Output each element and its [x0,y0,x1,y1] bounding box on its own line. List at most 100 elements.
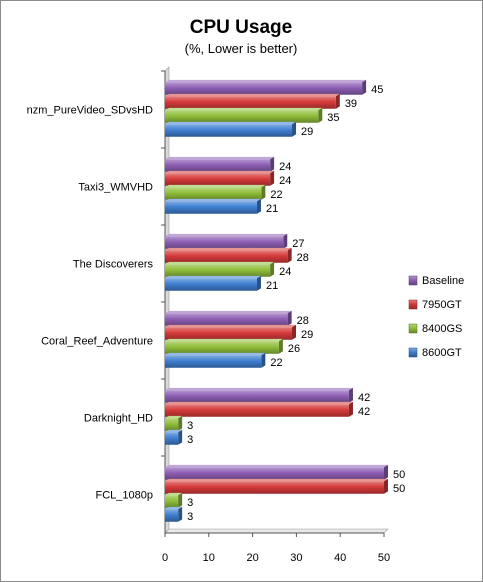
bar-end [287,247,292,263]
bar-top [165,79,367,83]
bar-top [165,184,266,188]
bar-value-label: 35 [327,112,339,124]
bar [165,509,179,522]
bar-end [292,121,297,137]
bar-top [165,121,297,125]
bar [165,110,319,123]
bar-end [362,79,367,95]
bar-end [261,184,266,200]
x-tick-label: 0 [162,552,168,564]
bar-value-label: 27 [292,238,304,250]
bar-top [165,387,353,391]
bar-value-label: 3 [187,511,193,523]
bar-top [165,198,261,202]
legend-swatch [408,299,418,310]
bar-value-label: 42 [358,392,370,404]
legend-label: 7950GT [422,299,462,311]
bar-end [270,261,275,277]
bar-end [256,275,261,291]
bar-top [165,107,323,111]
bar-value-label: 24 [279,161,291,173]
bar-top [165,464,388,468]
bar-end [270,170,275,186]
chart-title: CPU Usage [190,17,292,38]
bar-end [278,338,283,354]
axis-wall [164,66,170,534]
bar-top [165,492,183,496]
bar-value-label: 3 [187,434,193,446]
bar-value-label: 22 [270,357,282,369]
bar [165,201,257,214]
bar [165,82,363,95]
bar-value-label: 42 [358,406,370,418]
category-label: Coral_Reef_Adventure [41,336,153,348]
bar-value-label: 26 [288,343,300,355]
bar-top [165,275,261,279]
legend: Baseline 7950GT 8400GS 8600GT [408,275,464,359]
bar-end [283,233,288,249]
bar [165,481,384,494]
bar [165,341,279,354]
bar-end [178,415,183,431]
x-tick-label: 40 [334,552,346,564]
legend-swatch [408,347,418,358]
bar-value-label: 22 [270,189,282,201]
legend-swatch [408,275,418,286]
category-label: The Discoverers [73,259,154,271]
bar [165,159,271,172]
bar-top [165,415,183,419]
x-tick-label: 30 [290,552,302,564]
axis-floor [164,528,389,534]
bar-top [165,170,275,174]
bar-value-label: 3 [187,497,193,509]
bar-top [165,338,283,342]
bar-end [335,93,340,109]
plot-area: 0 10 20 30 40 50 nzm_PureVideo_SDvsHD 45 39 35 29 T… [27,66,405,564]
bar [165,355,262,368]
bar-end [256,198,261,214]
legend-swatch [408,323,418,334]
bar-value-label: 45 [371,84,383,96]
chart-subtitle: (%, Lower is better) [185,41,298,56]
bar-top [165,261,275,265]
bar [165,327,293,340]
bar-value-label: 29 [301,126,313,138]
bar-value-label: 28 [297,252,309,264]
bar [165,404,349,417]
bar-end [384,478,388,494]
bar-top [165,156,275,160]
bar-end [287,310,292,326]
legend-label: 8600GT [422,347,462,359]
bar-end [178,506,183,522]
bar-value-label: 39 [345,98,357,110]
bar-value-label: 21 [266,280,278,292]
bar-value-label: 24 [279,266,291,278]
bar [165,173,271,186]
bar-value-label: 3 [187,420,193,432]
bar [165,264,271,277]
x-tick-label: 50 [378,552,390,564]
bar-top [165,478,388,482]
bar-top [165,506,183,510]
legend-label: 8400GS [422,323,462,335]
bar-value-label: 24 [279,175,291,187]
bar [165,313,288,326]
category-label: Darknight_HD [84,413,153,425]
bar-end [318,107,323,123]
bar-end [292,324,297,340]
bar-top [165,352,266,356]
category-label: Taxi3_WMVHD [78,182,153,194]
bar-value-label: 50 [393,483,405,495]
bar [165,250,288,263]
bar-value-label: 29 [301,329,313,341]
bar-top [165,429,183,433]
bar-end [178,429,183,445]
bar [165,278,257,291]
bar-value-label: 21 [266,203,278,215]
bar [165,236,284,249]
category-label: FCL_1080p [96,490,154,502]
bar-top [165,93,340,97]
category-label: nzm_PureVideo_SDvsHD [27,105,153,117]
